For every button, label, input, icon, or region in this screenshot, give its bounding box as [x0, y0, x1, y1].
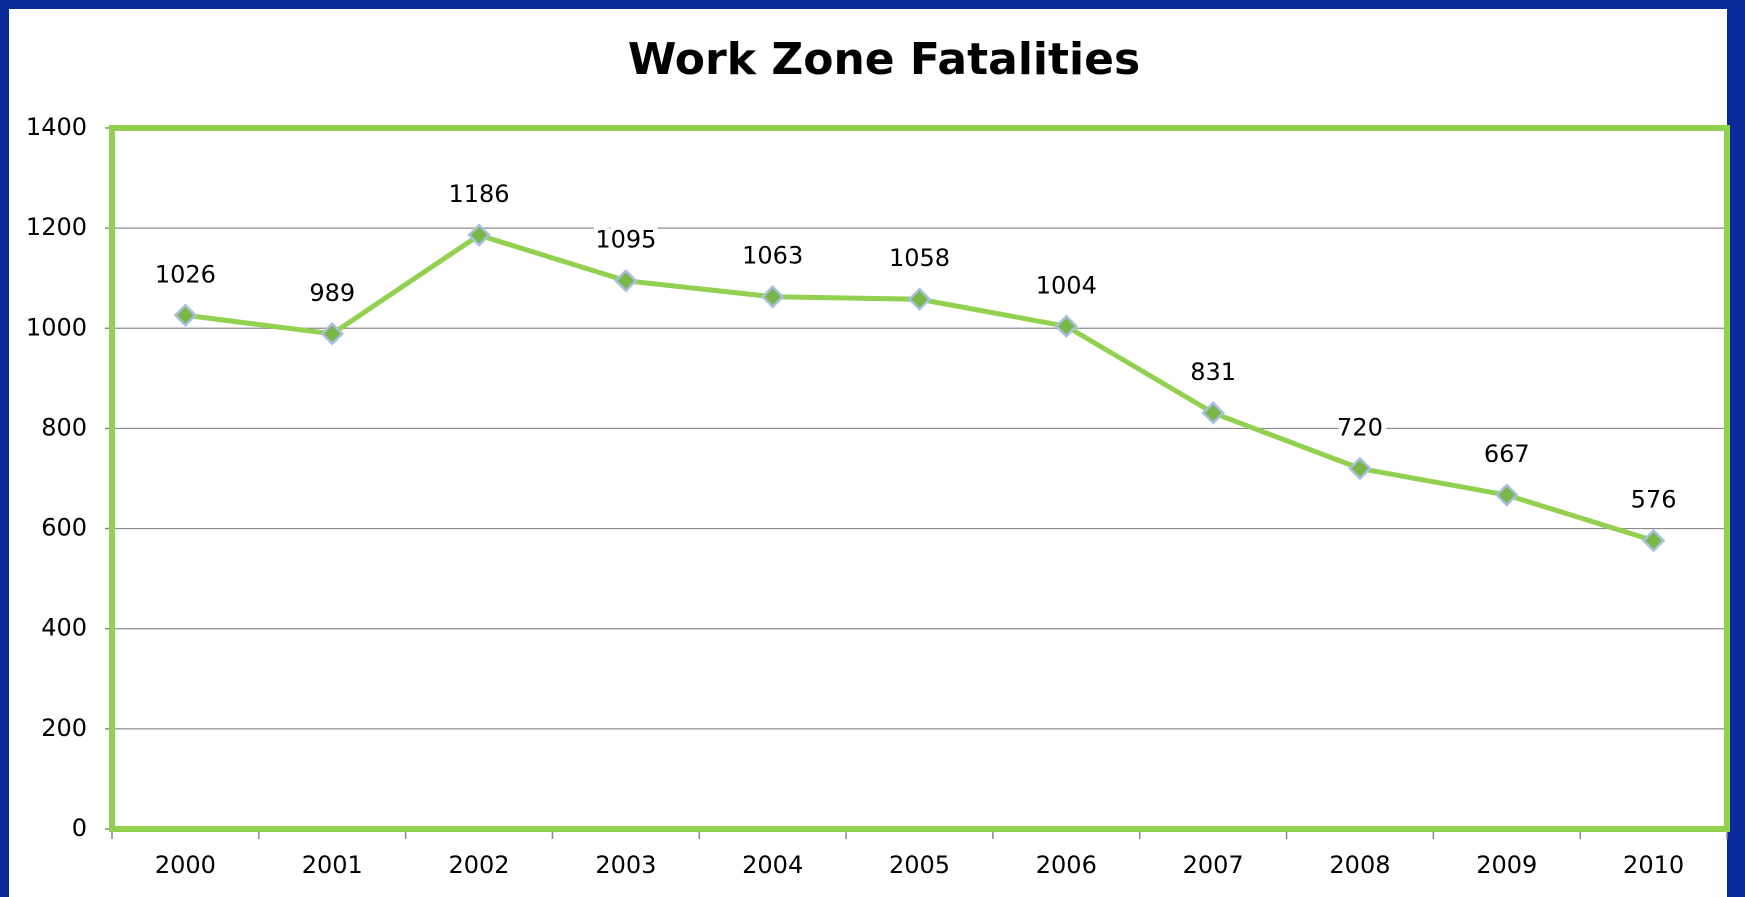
- y-tick-label: 400: [41, 614, 87, 642]
- y-tick-label: 0: [72, 814, 87, 842]
- data-label: 831: [1190, 358, 1236, 386]
- x-tick-label: 2004: [742, 851, 803, 879]
- data-marker: [1201, 401, 1225, 425]
- data-label: 1026: [155, 260, 216, 288]
- y-tick-label: 1200: [26, 213, 87, 241]
- data-label: 1058: [889, 244, 950, 272]
- data-marker: [1641, 528, 1666, 553]
- y-tick-label: 1000: [26, 313, 87, 341]
- chart-title: Work Zone Fatalities: [628, 34, 1140, 85]
- x-tick-label: 2010: [1623, 851, 1684, 879]
- y-tick-label: 200: [41, 714, 87, 742]
- x-tick-label: 2001: [302, 851, 363, 879]
- data-marker: [467, 223, 491, 247]
- data-marker: [320, 322, 344, 346]
- x-tick-label: 2003: [595, 851, 656, 879]
- data-label: 720: [1337, 413, 1383, 441]
- x-tick-label: 2006: [1036, 851, 1097, 879]
- chart-background: [9, 9, 1727, 897]
- data-label: 1004: [1036, 271, 1097, 299]
- data-label: 576: [1631, 486, 1677, 514]
- data-marker: [173, 303, 198, 328]
- x-tick-label: 2007: [1183, 851, 1244, 879]
- data-label: 1063: [742, 242, 803, 270]
- x-tick-label: 2002: [449, 851, 510, 879]
- x-tick-label: 2008: [1329, 851, 1390, 879]
- data-marker: [614, 268, 638, 293]
- y-tick-label: 1400: [26, 113, 87, 141]
- data-marker: [1054, 314, 1079, 339]
- data-marker: [1495, 483, 1519, 507]
- data-marker: [1348, 456, 1372, 481]
- data-marker: [760, 284, 785, 309]
- y-tick-label: 800: [41, 413, 87, 441]
- data-label: 1095: [595, 226, 656, 254]
- data-marker: [907, 287, 932, 312]
- x-tick-label: 2000: [155, 851, 216, 879]
- plot-border: [109, 125, 1730, 832]
- x-tick-label: 2005: [889, 851, 950, 879]
- data-label: 989: [309, 279, 355, 307]
- x-tick-label: 2009: [1476, 851, 1537, 879]
- data-label: 1186: [449, 180, 510, 208]
- data-label: 667: [1484, 440, 1530, 468]
- y-tick-label: 600: [41, 514, 87, 542]
